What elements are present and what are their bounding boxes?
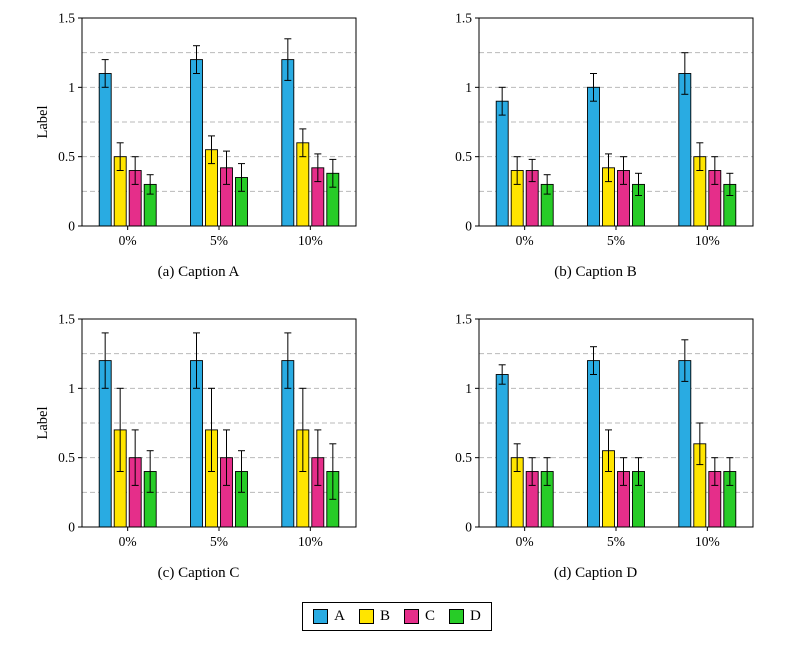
axis-frame [81,17,356,227]
bar-A-10% [677,360,691,528]
legend-swatch-D [449,609,465,624]
y-tick-label: 0.5 [58,450,75,465]
x-tick-label: 5% [607,233,625,248]
subplot-a: 0% 5% 10% 0 0.5 1 1.5 Label (a) Caption A [34,6,364,281]
y-axis-label: Label [35,105,51,138]
legend-row: A B C D [0,602,794,631]
bar-A-5% [189,59,203,227]
x-tick-label: 5% [607,534,625,549]
legend-label: D [470,608,481,624]
y-tick-label: 0.5 [58,149,75,164]
axis-frame [81,318,356,528]
bar-A-0% [495,374,509,528]
legend-swatch-B [358,609,374,624]
subplot-c: 0% 5% 10% 0 0.5 1 1.5 Label (c) Caption C [34,307,364,582]
y-tick-label: 1.5 [455,312,472,327]
chart-c: 0% 5% 10% 0 0.5 1 1.5 Label [34,307,364,559]
y-axis-label: Label [35,406,51,439]
axis-frame [478,318,753,528]
x-tick-label: 5% [210,534,228,549]
y-tick-label: 1 [68,80,75,95]
bar-A-10% [677,73,691,227]
y-tick-label: 0.5 [455,149,472,164]
x-tick-label: 0% [118,534,136,549]
chart-d: 0% 5% 10% 0 0.5 1 1.5 [431,307,761,559]
bar-A-5% [586,86,600,227]
y-tick-label: 1 [68,381,75,396]
y-tick-label: 0 [68,219,75,234]
x-tick-label: 5% [210,233,228,248]
legend: A B C D [302,602,492,631]
bar-A-0% [98,73,112,227]
legend-entry-B: B [358,608,390,625]
chart-svg: 0% 5% 10% 0 0.5 1 1.5 [455,11,753,248]
legend-entry-D: D [449,608,481,625]
x-tick-label: 0% [515,233,533,248]
y-tick-label: 1 [465,80,472,95]
caption-d: (d) Caption D [553,565,638,581]
x-tick-label: 10% [297,534,322,549]
chart-svg: 0% 5% 10% 0 0.5 1 1.5 Label [35,312,356,549]
y-tick-label: 1.5 [455,11,472,26]
legend-label: C [425,608,436,624]
chart-svg: 0% 5% 10% 0 0.5 1 1.5 Label [35,11,356,248]
x-tick-label: 10% [694,534,719,549]
y-tick-label: 0 [68,520,75,535]
caption-b: (b) Caption B [554,264,637,280]
legend-swatch-C [404,609,419,624]
subplot-grid: 0% 5% 10% 0 0.5 1 1.5 Label (a) Caption A 0% 5% 1… [0,6,794,582]
x-tick-label: 10% [694,233,719,248]
x-tick-label: 10% [297,233,322,248]
axis-frame [478,17,753,227]
y-tick-label: 0.5 [455,450,472,465]
x-tick-label: 0% [515,534,533,549]
bar-A-5% [586,360,600,528]
subplot-d: 0% 5% 10% 0 0.5 1 1.5 (d) Caption D [431,307,761,582]
y-tick-label: 0 [465,520,472,535]
bar-A-0% [495,100,509,227]
caption-a: (a) Caption A [157,264,240,280]
chart-svg: 0% 5% 10% 0 0.5 1 1.5 [455,312,753,549]
caption-c: (c) Caption C [157,565,240,581]
legend-label: A [334,608,345,624]
legend-entry-C: C [404,608,435,625]
legend-entry-A: A [313,608,345,625]
y-tick-label: 0 [465,219,472,234]
subplot-b: 0% 5% 10% 0 0.5 1 1.5 (b) Caption B [431,6,761,281]
legend-swatch-A [313,609,329,624]
y-tick-label: 1.5 [58,11,75,26]
chart-a: 0% 5% 10% 0 0.5 1 1.5 Label [34,6,364,258]
y-tick-label: 1.5 [58,312,75,327]
legend-label: B [379,608,390,624]
chart-b: 0% 5% 10% 0 0.5 1 1.5 [431,6,761,258]
x-tick-label: 0% [118,233,136,248]
y-tick-label: 1 [465,381,472,396]
bar-A-10% [280,59,294,227]
